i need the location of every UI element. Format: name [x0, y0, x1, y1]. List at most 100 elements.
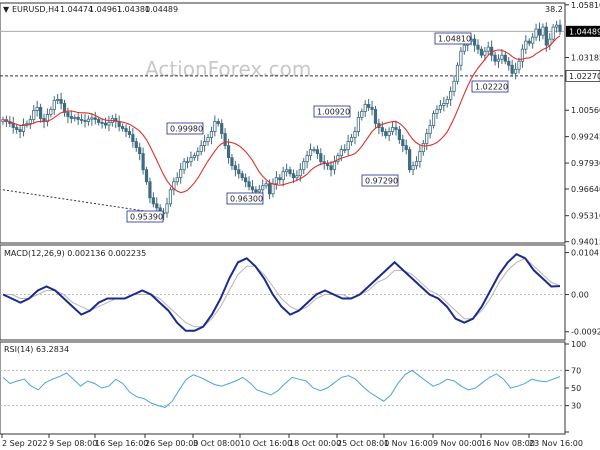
candle-body [302, 161, 306, 171]
candle-body [558, 24, 562, 32]
candle-body [230, 157, 234, 167]
candle-body [223, 133, 227, 146]
candle-body [534, 28, 538, 38]
macd-label: MACD(12,26,9) 0.002136 0.002235 [4, 249, 146, 258]
candle-body [93, 117, 97, 120]
candle-body [264, 183, 268, 187]
candle-body [418, 151, 422, 163]
candle-body [312, 149, 316, 152]
price-tick-label: 1.05810 [571, 1, 600, 10]
candle-body [544, 26, 548, 46]
annotation-box [471, 80, 509, 93]
annotation-label: 1.00920 [317, 108, 350, 117]
candle-body [452, 80, 456, 92]
candle-body [83, 120, 87, 122]
candle-body [554, 24, 559, 28]
candle-body [353, 131, 357, 138]
time-tick-label: 1 Nov 16:00 [384, 439, 433, 448]
candle-body [513, 68, 518, 74]
candle-body [308, 149, 313, 157]
candle-body [90, 117, 94, 120]
candle-body [233, 165, 237, 171]
candle-body [281, 171, 285, 181]
candle-body [394, 127, 398, 130]
watermark-logo: ActionForex.com [145, 57, 311, 81]
candle-body [155, 203, 159, 209]
candle-body [411, 165, 415, 171]
rsi-tick-label: 70 [571, 366, 581, 375]
candle-body [59, 99, 63, 104]
annotation-label: 0.95390 [130, 213, 163, 222]
candle-body [216, 121, 220, 124]
candle-body [185, 161, 190, 164]
candle-body [247, 181, 251, 188]
macd-line [2, 253, 561, 332]
candle-body [206, 137, 210, 142]
candle-body [151, 197, 155, 205]
candle-body [520, 48, 525, 62]
candle-body [496, 58, 501, 62]
candle-body [220, 123, 224, 134]
trendline [2, 189, 166, 215]
candle-body [127, 131, 132, 135]
candle-body [25, 123, 29, 125]
candle-body [425, 133, 429, 144]
annotation-box [126, 210, 164, 223]
candle-body [462, 44, 466, 52]
low-value: 1.04380 [117, 5, 150, 14]
candle-body [66, 112, 70, 117]
candle-body [531, 36, 535, 44]
candle-body [213, 121, 217, 132]
price-tick-label: 1.03185 [571, 54, 600, 63]
candle-body [326, 163, 330, 167]
candle-body [360, 111, 364, 118]
candle-body [356, 117, 360, 132]
candle-body [438, 105, 442, 110]
candle-body [319, 153, 323, 163]
annotation-label: 1.02220 [475, 83, 508, 92]
candle-body [32, 110, 36, 120]
candle-body [339, 149, 343, 157]
candle-body [500, 54, 504, 60]
candle-body [28, 119, 32, 124]
time-tick-label: 23 Nov 16:00 [529, 439, 583, 448]
candle-body [79, 119, 84, 121]
annotation-label: 0.97290 [365, 177, 398, 186]
candle-body [11, 123, 15, 128]
candle-body [103, 122, 108, 126]
candle-body [295, 175, 299, 179]
candle-body [476, 44, 480, 50]
candle-body [414, 161, 419, 167]
candle-body [165, 203, 169, 214]
candle-body [175, 177, 179, 183]
collapse-triangle-icon[interactable]: ▼ [3, 5, 10, 14]
candle-body [459, 50, 463, 66]
candle-body [254, 189, 258, 193]
candle-body [124, 128, 128, 132]
candle-body [192, 155, 196, 159]
candle-body [363, 104, 367, 112]
candle-body [479, 48, 484, 56]
candle-body [329, 165, 333, 171]
annotation-label: 0.99980 [170, 125, 203, 134]
candle-body [179, 169, 183, 179]
price-layer: 1.04810 1.02220 1.00920 0.99980 0.97290 0.963… [0, 19, 565, 223]
candle-body [472, 38, 477, 46]
macd-pane-frame [0, 244, 566, 341]
candle-body [1, 119, 5, 123]
macd-layer [0, 253, 565, 332]
candle-body [15, 127, 19, 130]
candle-body [291, 173, 296, 179]
candle-body [551, 26, 555, 40]
candle-body [449, 90, 453, 100]
candle-body [483, 50, 487, 56]
macd-tick-label: 0.010415 [571, 249, 600, 258]
candle-body [117, 121, 121, 127]
candle-body [507, 60, 511, 66]
candle-body [76, 117, 80, 120]
